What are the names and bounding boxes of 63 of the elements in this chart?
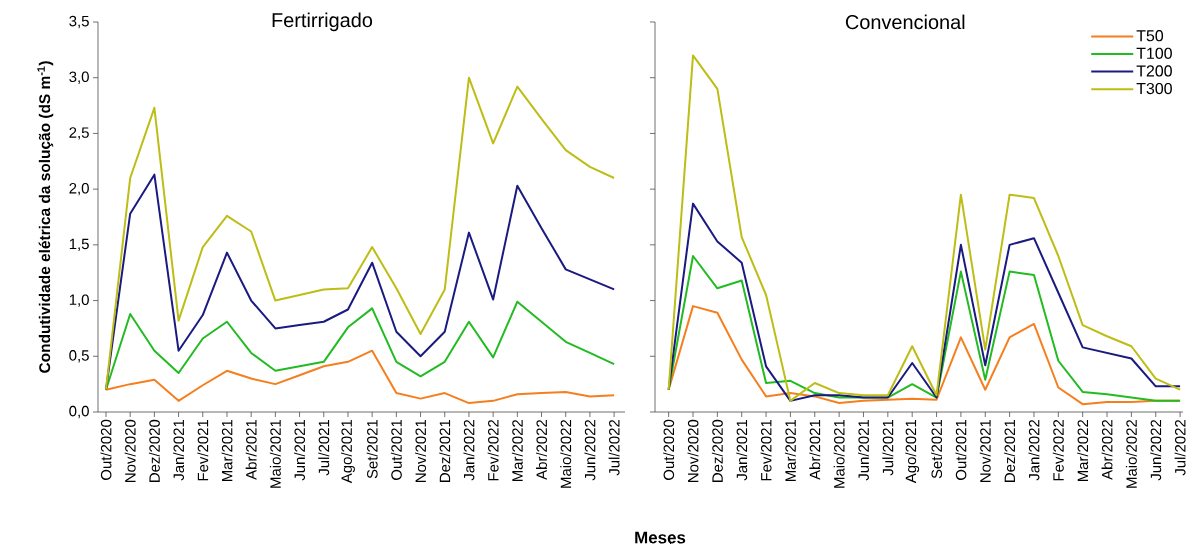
x-tick-label: Mar/2022 [1077, 419, 1089, 482]
x-tick-label: Jul/2021 [318, 419, 330, 476]
line-series [104, 76, 616, 391]
x-tick-label: Jan/2022 [1028, 419, 1040, 481]
x-tick-label: Jul/2021 [882, 419, 894, 476]
legend-label: T50 [1136, 30, 1164, 42]
x-tick-label: Jan/2021 [173, 419, 185, 481]
x-tick-label: Set/2021 [931, 419, 943, 479]
chart-title: Convencional [845, 14, 965, 30]
x-tick-label: Nov/2021 [979, 419, 991, 482]
x-tick-label: Maio/2021 [833, 419, 845, 488]
legend-label: T300 [1136, 82, 1172, 95]
x-tick-label: Jan/2021 [736, 419, 748, 481]
x-tick-label: Jun/2022 [584, 419, 596, 481]
y-axis-title: Condutividade elétrica da solução (dS m$^{-1}$) [37, 61, 54, 373]
y-tick-label: 3,5 [69, 15, 89, 29]
x-tick-label: Dez/2020 [711, 419, 723, 482]
x-tick-label: Nov/2021 [415, 419, 427, 482]
x-tick-label: Fev/2022 [1052, 419, 1064, 481]
x-axis-title: Meses [635, 531, 686, 544]
x-tick-label: Out/2020 [100, 419, 112, 480]
y-tick-label: 2,5 [69, 127, 89, 140]
x-tick-label: Abr/2022 [536, 419, 548, 480]
x-tick-label: Out/2020 [663, 419, 675, 480]
x-tick-label: Nov/2020 [124, 419, 136, 482]
legend-label: T200 [1136, 65, 1172, 77]
x-tick-label: Out/2021 [390, 419, 402, 480]
x-tick-label: Nov/2020 [687, 419, 699, 482]
x-tick-label: Set/2021 [366, 419, 378, 479]
x-tick-label: Abr/2022 [1101, 419, 1113, 480]
y-tick-label: 0,5 [69, 350, 89, 363]
line-series [104, 300, 616, 391]
x-tick-label: Jan/2022 [463, 419, 475, 481]
x-tick-label: Maio/2021 [269, 419, 281, 488]
x-tick-label: Maio/2022 [1125, 419, 1137, 488]
x-tick-label: Mar/2022 [511, 419, 523, 482]
x-tick-label: Abr/2021 [809, 419, 821, 480]
x-tick-label: Fev/2021 [197, 419, 209, 481]
x-tick-label: Dez/2021 [439, 419, 451, 482]
x-tick-label: Jun/2021 [294, 419, 306, 481]
y-tick-label: 3,0 [69, 71, 89, 84]
x-tick-label: Dez/2020 [148, 419, 160, 482]
x-tick-label: Fev/2021 [760, 419, 772, 481]
y-tick-label: 1,0 [69, 294, 89, 307]
x-tick-label: Ago/2021 [905, 419, 920, 484]
y-tick-label: 2,0 [69, 182, 89, 196]
x-tick-label: Jun/2021 [858, 419, 869, 481]
x-tick-label: Jul/2022 [608, 419, 620, 476]
x-tick-label: Mar/2021 [784, 419, 796, 482]
x-tick-label: Dez/2021 [1004, 419, 1016, 482]
legend-label: T100 [1136, 47, 1172, 59]
x-tick-label: Fev/2022 [487, 419, 499, 481]
y-tick-label: 0,0 [69, 405, 89, 419]
x-tick-label: Mar/2021 [221, 419, 233, 482]
line-series [104, 349, 616, 405]
x-tick-label: Out/2021 [955, 419, 967, 480]
x-tick-label: Maio/2022 [560, 419, 572, 488]
chart-title: Fertirrigado [272, 12, 373, 32]
x-tick-label: Abr/2021 [245, 419, 257, 480]
y-tick-label: 1,5 [69, 238, 89, 251]
x-tick-label: Ago/2021 [340, 419, 355, 484]
x-tick-label: Jul/2022 [1174, 419, 1186, 476]
x-tick-label: Jun/2022 [1150, 419, 1162, 481]
